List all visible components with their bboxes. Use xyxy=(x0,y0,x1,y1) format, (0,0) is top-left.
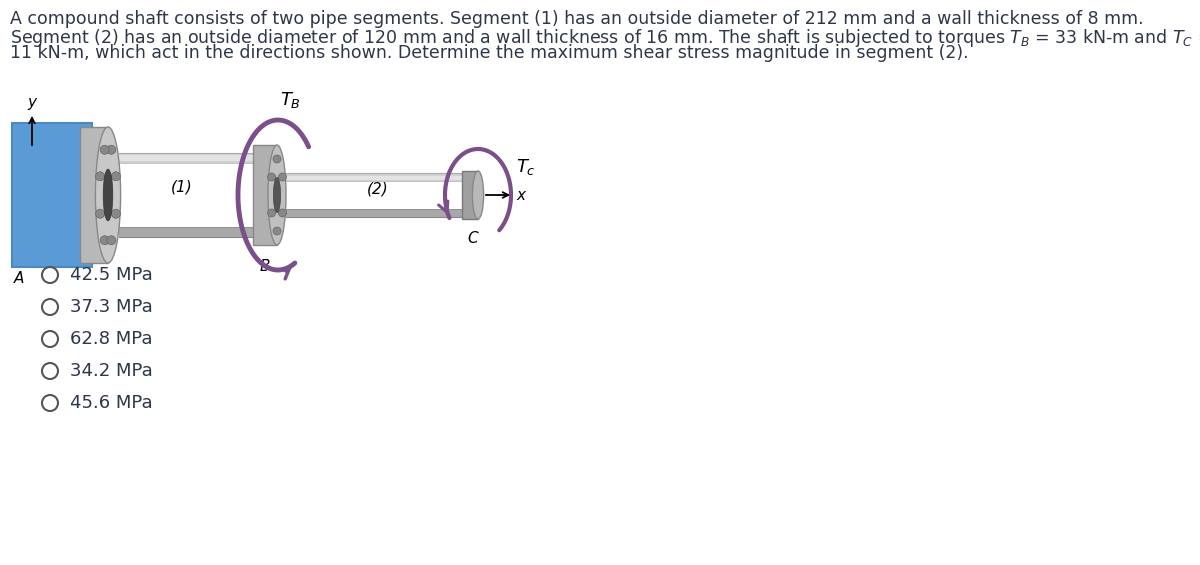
Circle shape xyxy=(112,209,120,218)
Text: A compound shaft consists of two pipe segments. Segment (1) has an outside diame: A compound shaft consists of two pipe se… xyxy=(10,10,1144,28)
Circle shape xyxy=(42,267,58,283)
Bar xyxy=(286,176,470,180)
Text: C: C xyxy=(468,231,479,246)
Text: (2): (2) xyxy=(367,181,389,197)
Bar xyxy=(253,145,277,245)
Ellipse shape xyxy=(268,145,286,245)
Bar xyxy=(286,173,470,181)
Text: A: A xyxy=(14,271,24,286)
Ellipse shape xyxy=(96,127,121,263)
Text: 11 kN-m, which act in the directions shown. Determine the maximum shear stress m: 11 kN-m, which act in the directions sho… xyxy=(10,44,968,62)
Text: x: x xyxy=(516,188,526,202)
Circle shape xyxy=(268,209,276,217)
Circle shape xyxy=(101,145,109,154)
Circle shape xyxy=(42,299,58,315)
Text: 45.6 MPa: 45.6 MPa xyxy=(70,394,152,412)
Text: Segment (2) has an outside diameter of 120 mm and a wall thickness of 16 mm. The: Segment (2) has an outside diameter of 1… xyxy=(10,27,1200,49)
Circle shape xyxy=(107,236,115,245)
Bar xyxy=(80,127,108,263)
Ellipse shape xyxy=(274,177,281,212)
Circle shape xyxy=(274,227,281,235)
Circle shape xyxy=(112,172,120,181)
Circle shape xyxy=(101,236,109,245)
Bar xyxy=(119,155,265,161)
Text: 37.3 MPa: 37.3 MPa xyxy=(70,298,152,316)
Text: y: y xyxy=(28,95,36,110)
Circle shape xyxy=(96,172,104,181)
Text: $T_B$: $T_B$ xyxy=(280,90,300,110)
Text: 62.8 MPa: 62.8 MPa xyxy=(70,330,152,348)
Circle shape xyxy=(96,209,104,218)
Bar xyxy=(462,171,478,219)
Bar xyxy=(286,209,470,217)
Text: 42.5 MPa: 42.5 MPa xyxy=(70,266,152,284)
Bar xyxy=(119,227,265,237)
Text: $T_c$: $T_c$ xyxy=(516,157,535,177)
Circle shape xyxy=(278,173,287,181)
Circle shape xyxy=(278,209,287,217)
Circle shape xyxy=(268,173,276,181)
Text: B: B xyxy=(259,259,270,274)
Bar xyxy=(119,153,265,163)
Ellipse shape xyxy=(473,171,484,219)
Bar xyxy=(12,123,92,267)
Text: (1): (1) xyxy=(172,180,193,194)
Circle shape xyxy=(42,363,58,379)
Circle shape xyxy=(42,331,58,347)
Circle shape xyxy=(42,395,58,411)
Ellipse shape xyxy=(103,169,113,221)
Circle shape xyxy=(274,155,281,163)
Circle shape xyxy=(107,145,115,154)
Text: 34.2 MPa: 34.2 MPa xyxy=(70,362,152,380)
